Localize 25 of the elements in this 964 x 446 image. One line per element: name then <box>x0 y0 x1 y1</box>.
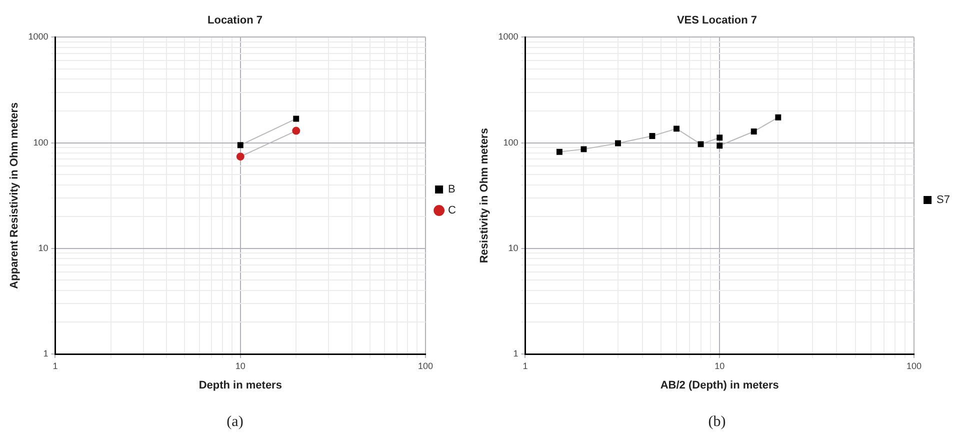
y-tick-label: 1000 <box>28 32 48 42</box>
chart-title: Location 7 <box>207 14 263 27</box>
x-tick-label: 10 <box>235 360 246 371</box>
legend-label: S7 <box>936 194 950 206</box>
y-tick-label: 1 <box>43 348 48 358</box>
legend-label: B <box>448 184 456 196</box>
y-axis-title: Apparent Resistivity in Ohm meters <box>8 102 21 289</box>
y-axis-title: Resistivity in Ohm meters <box>478 128 491 264</box>
x-axis-title: Depth in meters <box>198 379 282 392</box>
x-axis-title: AB/2 (Depth) in meters <box>660 379 779 392</box>
x-tick-label: 100 <box>906 360 922 371</box>
y-tick-label: 1000 <box>498 32 518 42</box>
x-tick-label: 1 <box>52 360 58 371</box>
x-tick-label: 1 <box>522 360 528 371</box>
text: (a) <box>226 414 244 431</box>
y-tick-label: 10 <box>508 242 518 253</box>
x-tick-label: 10 <box>714 360 725 371</box>
y-tick-label: 10 <box>38 242 48 253</box>
y-tick-label: 100 <box>33 137 48 148</box>
x-tick-label: 100 <box>418 360 434 371</box>
y-tick-label: 1 <box>513 348 518 358</box>
chart-title: VES Location 7 <box>676 14 758 27</box>
legend-label: C <box>448 204 456 217</box>
y-tick-label: 100 <box>503 137 518 148</box>
text: (b) <box>707 414 727 431</box>
